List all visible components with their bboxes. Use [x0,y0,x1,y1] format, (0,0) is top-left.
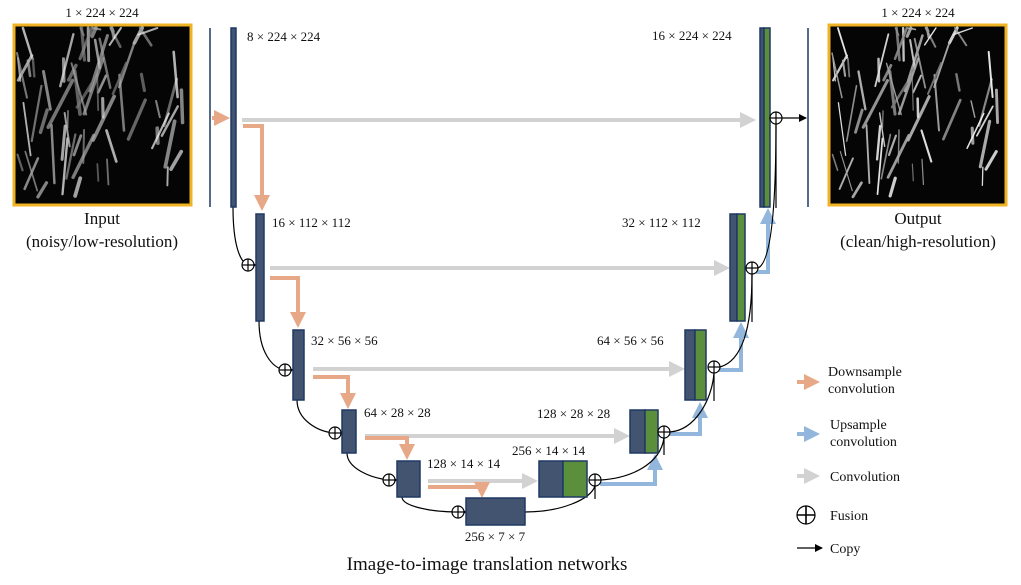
legend-label: Convolution [830,470,900,485]
legend-label: Upsample [830,418,887,433]
legend-label: Copy [830,542,860,557]
encoder-label: 64 × 28 × 28 [364,405,431,420]
caption: Image-to-image translation networks [347,554,628,575]
legend-label: convolution [830,435,897,450]
texture [111,28,113,31]
fusion [658,426,670,438]
fusion [746,262,758,274]
encoder-label: 32 × 56 × 56 [311,333,378,348]
encoder-label: 16 × 112 × 112 [272,215,351,230]
input-title: Input [84,209,120,228]
convolution-arrows [242,120,750,481]
fusion [770,112,782,124]
texture [97,164,98,181]
fusion [383,474,395,486]
output-image [829,25,1006,205]
decoder-label: 256 × 14 × 14 [512,443,586,458]
decoder-blocks [539,28,770,497]
fusion [242,259,254,271]
input-dims: 1 × 224 × 224 [65,5,139,20]
fusion [708,361,720,373]
legend: Downsample convolution Upsample convolut… [797,365,902,557]
output-title: Output [894,209,942,228]
decoder-label: 128 × 28 × 28 [537,406,610,421]
fusion [452,506,464,518]
texture [926,28,928,31]
input-subtitle: (noisy/low-resolution) [26,232,178,251]
decoder-label: 32 × 112 × 112 [622,215,701,230]
decoder-label: 16 × 224 × 224 [652,28,732,43]
output-subtitle: (clean/high-resolution) [840,232,996,251]
legend-label: Downsample [828,365,902,380]
encoder-label: 8 × 224 × 224 [247,29,321,44]
fusion [589,474,601,486]
fusion [279,364,291,376]
output-dims: 1 × 224 × 224 [881,5,955,20]
texture [996,90,997,123]
page: 1 × 224 × 224 1 × 224 × 224 Input (noisy… [0,0,1021,580]
decoder-label: 64 × 56 × 56 [597,333,664,348]
encoder-label: 256 × 7 × 7 [465,529,526,544]
texture [903,28,904,61]
encoder-label: 128 × 14 × 14 [427,456,501,471]
diagram: 1 × 224 × 224 1 × 224 × 224 Input (noisy… [0,0,1021,580]
texture [33,59,34,77]
input-image [14,25,191,205]
legend-label: convolution [828,382,895,397]
fusion [329,427,341,439]
texture [181,90,182,123]
legend-label: Fusion [830,509,868,524]
